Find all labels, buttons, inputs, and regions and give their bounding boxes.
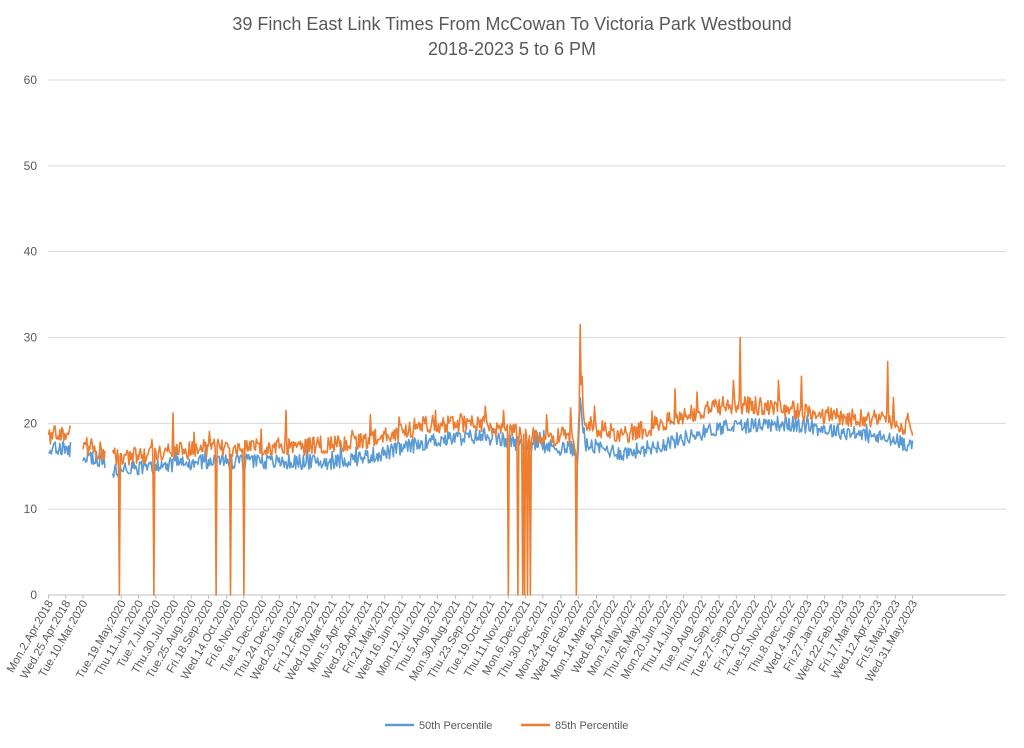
chart-title-line-1: 39 Finch East Link Times From McCowan To… [232, 14, 791, 34]
y-axis-ticks: 0 10 20 30 40 50 60 [24, 73, 38, 602]
gridlines [48, 79, 1006, 596]
legend: 50th Percentile 85th Percentile [385, 720, 628, 732]
y-tick-label: 30 [24, 331, 38, 345]
chart-title-line-2: 2018-2023 5 to 6 PM [428, 39, 596, 59]
y-tick-label: 20 [24, 416, 38, 430]
y-tick-label: 50 [24, 159, 38, 173]
x-axis-ticks: Mon.2.Apr.2018Wed.25.Apr.2018Tue.10.Mar.… [5, 595, 920, 684]
y-tick-label: 10 [24, 502, 38, 516]
y-tick-label: 60 [24, 73, 38, 87]
series-line-85th-percentile [47, 323, 914, 596]
legend-label-50th: 50th Percentile [419, 720, 492, 732]
y-tick-label: 0 [30, 588, 37, 602]
y-tick-label: 40 [24, 245, 38, 259]
legend-label-85th: 85th Percentile [555, 720, 628, 732]
series-lines [47, 323, 914, 596]
